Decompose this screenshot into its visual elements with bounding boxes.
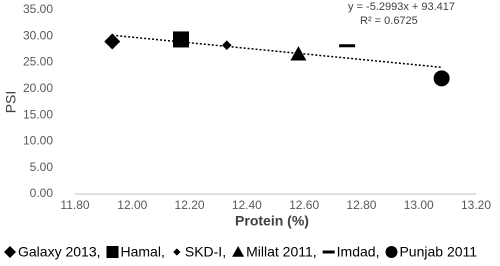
trend-r-squared: R² = 0.6725 (360, 15, 418, 27)
x-tick-label: 12.20 (175, 198, 205, 212)
y-tick-label: 0.00 (30, 186, 54, 200)
x-tick-label: 12.40 (232, 198, 262, 212)
x-tick-label: 13.00 (404, 198, 434, 212)
x-tick-label: 12.80 (346, 198, 376, 212)
marker (172, 31, 189, 48)
y-axis-label: PSI (3, 91, 19, 114)
legend-label: Imdad, (337, 244, 380, 260)
legend-label: Punjab 2011 (399, 244, 477, 260)
y-tick-label: 30.00 (23, 28, 53, 42)
y-tick-label: 20.00 (23, 81, 53, 95)
y-tick-label: 10.00 (23, 134, 53, 148)
marker (339, 44, 356, 48)
legend-label: Galaxy 2013, (18, 244, 101, 260)
marker (433, 70, 450, 87)
trend-equation: y = -5.2993x + 93.417 (348, 1, 455, 13)
legend-label: Millat 2011, (246, 244, 317, 260)
y-tick-label: 35.00 (23, 2, 53, 16)
legend-label: Hamal, (121, 244, 165, 260)
x-axis-label: Protein (%) (235, 213, 309, 229)
x-tick-label: 12.00 (117, 198, 147, 212)
legend-marker (4, 246, 16, 258)
legend-marker (322, 250, 335, 254)
legend: Galaxy 2013, Hamal, SKD-I, Millat 2011, Imda… (4, 244, 477, 260)
legend-marker (385, 246, 398, 258)
x-tick-label: 11.80 (60, 198, 89, 212)
x-tick-label: 13.20 (461, 198, 491, 212)
y-tick-label: 5.00 (30, 160, 54, 174)
legend-marker (232, 246, 245, 257)
marker (222, 40, 232, 51)
y-tick-label: 15.00 (23, 107, 53, 121)
legend-label: SKD-I, (185, 244, 226, 260)
legend-marker (106, 246, 119, 258)
marker (290, 46, 307, 61)
x-tick-label: 12.60 (289, 198, 319, 212)
trendline (112, 34, 442, 69)
legend-marker (173, 248, 181, 256)
marker (104, 33, 121, 50)
y-tick-label: 25.00 (23, 55, 53, 69)
